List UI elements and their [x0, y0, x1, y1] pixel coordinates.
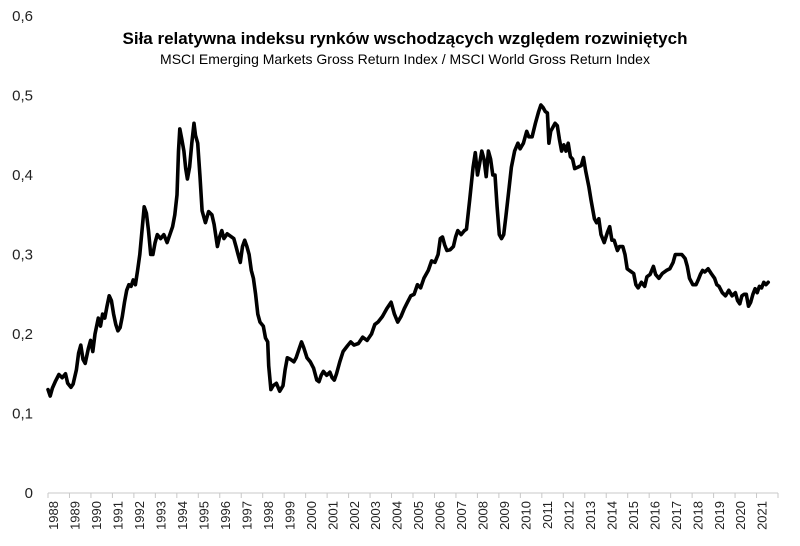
y-tick-label: 0,3	[12, 247, 33, 264]
x-tick-label: 1988	[46, 501, 61, 530]
x-tick-label: 1993	[154, 501, 169, 530]
x-tick-label: 2000	[304, 501, 319, 530]
x-tick-label: 2007	[454, 501, 469, 530]
x-tick-label: 2014	[604, 501, 619, 530]
x-tick-label: 2018	[690, 501, 705, 530]
x-tick-label: 1996	[218, 501, 233, 530]
x-tick-label: 1994	[175, 501, 190, 530]
y-tick-label: 0,5	[12, 88, 33, 105]
series-line	[46, 103, 770, 398]
y-tick-label: 0,4	[12, 167, 33, 184]
x-tick-label: 2008	[476, 501, 491, 530]
x-tick-label: 1990	[89, 501, 104, 530]
x-tick-label: 1997	[239, 501, 254, 530]
x-tick-label: 2011	[540, 501, 555, 529]
chart-title: Siła relatywna indeksu rynków wschodzący…	[123, 29, 688, 48]
y-tick-label: 0,6	[12, 8, 33, 25]
x-tick-label: 2005	[411, 501, 426, 530]
x-tick-label: 2013	[583, 501, 598, 530]
chart-subtitle: MSCI Emerging Markets Gross Return Index…	[160, 51, 650, 67]
y-tick-label: 0,2	[12, 326, 33, 343]
y-tick-label: 0,1	[12, 406, 33, 423]
x-tick-label: 2006	[433, 501, 448, 530]
x-tick-label: 2017	[669, 501, 684, 530]
x-tick-label: 1998	[261, 501, 276, 530]
x-tick-label: 1995	[196, 501, 211, 530]
x-tick-label: 2009	[497, 501, 512, 530]
x-tick-label: 2003	[368, 501, 383, 530]
x-tick-label: 1999	[282, 501, 297, 530]
x-tick-label: 1989	[68, 501, 83, 530]
x-tick-label: 2019	[712, 501, 727, 530]
x-tick-label: 1991	[111, 501, 126, 530]
x-axis-ticks: 1988 1989 1990 1991 1992 1993 1994 1995 1996 1997…	[46, 493, 779, 530]
x-tick-label: 2010	[519, 501, 534, 530]
x-tick-label: 2012	[561, 501, 576, 530]
x-tick-label: 2002	[347, 501, 362, 530]
x-tick-label: 2021	[755, 501, 770, 530]
x-tick-label: 2001	[325, 501, 340, 530]
x-tick-label: 2015	[626, 501, 641, 530]
x-tick-label: 2016	[647, 501, 662, 530]
series-group	[46, 103, 770, 398]
x-tick-label: 2020	[733, 501, 748, 530]
x-tick-label: 1992	[132, 501, 147, 530]
y-tick-label: 0	[25, 485, 33, 502]
y-axis-ticks: 0 0,1 0,2 0,3 0,4 0,5 0,6	[12, 8, 33, 502]
x-tick-label: 2004	[390, 501, 405, 530]
